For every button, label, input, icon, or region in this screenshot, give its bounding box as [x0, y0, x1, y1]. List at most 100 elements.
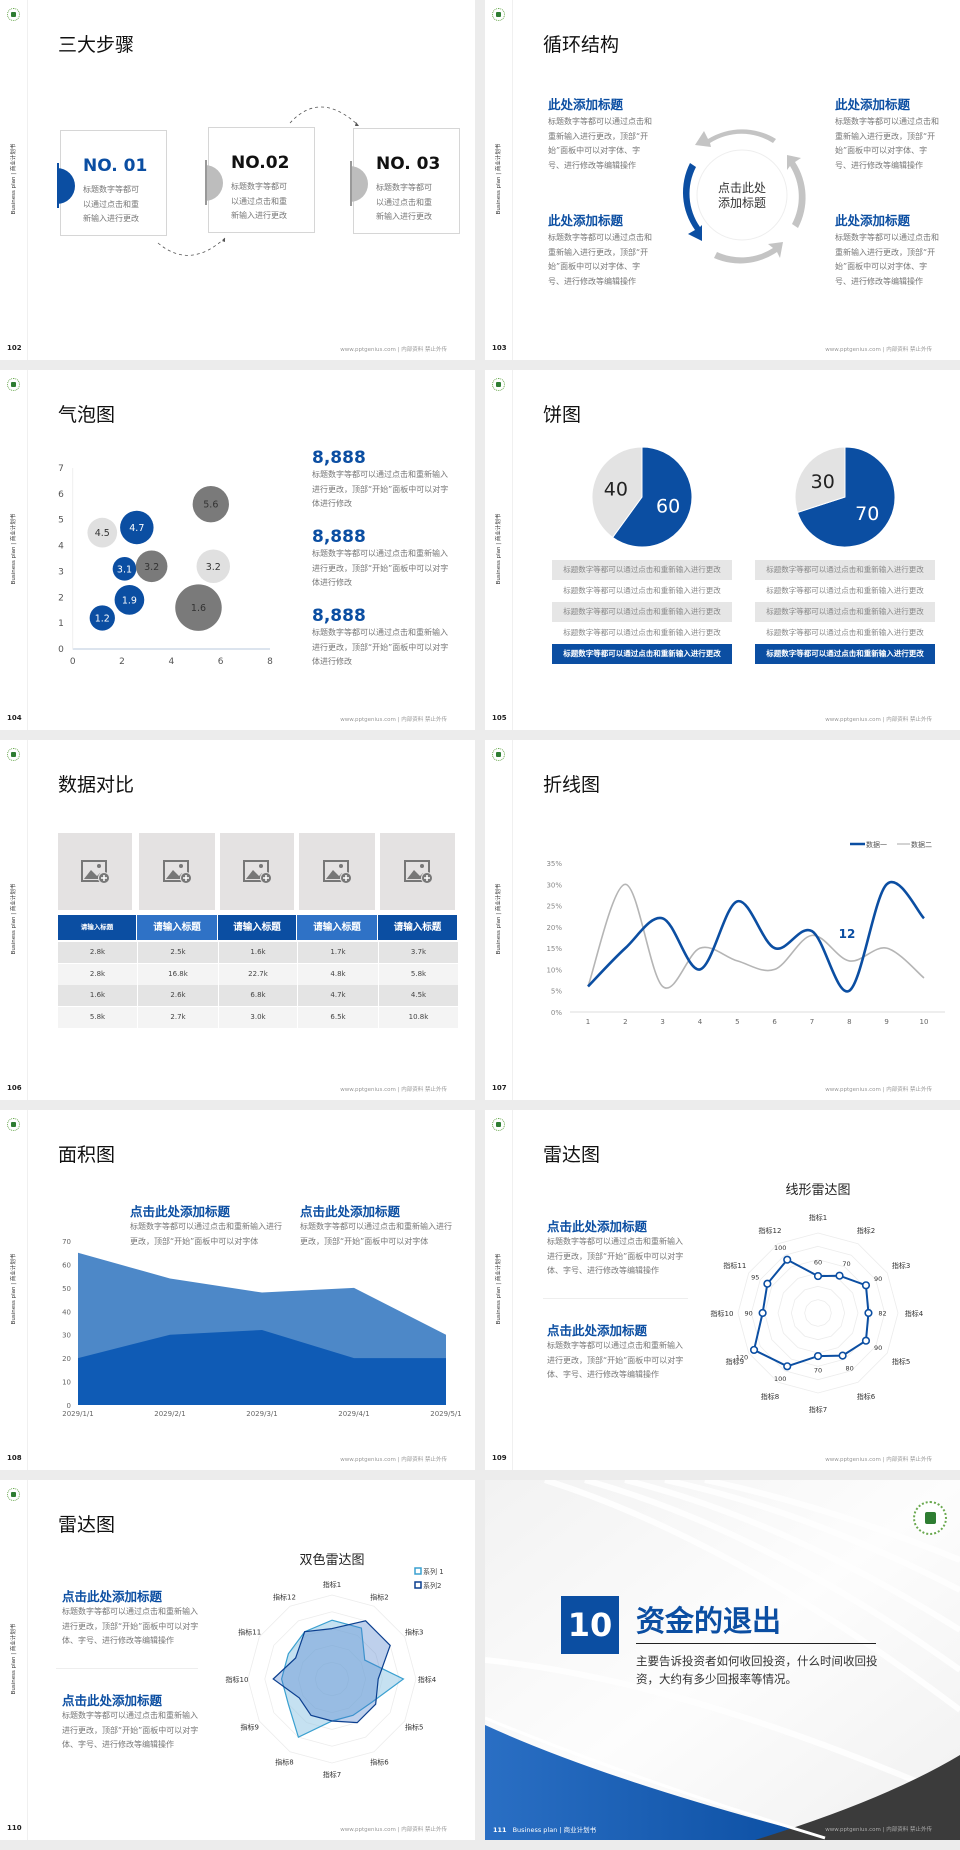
- radar-value-label: 120: [736, 1353, 748, 1361]
- table-header-cell[interactable]: 请输入标题: [218, 915, 296, 940]
- pie-label: 40: [604, 479, 628, 501]
- table-cell: 2.7k: [137, 1007, 218, 1029]
- school-logo-icon: [7, 1488, 20, 1501]
- y-tick-label: 25%: [546, 903, 562, 911]
- table-cell: 1.7k: [297, 942, 378, 963]
- block-heading: 点击此处添加标题: [547, 1323, 648, 1338]
- text-block: 此处添加标题 标题数字等都可以通过点击和重新输入进行更改，顶部“开始”面板中可以…: [835, 94, 943, 173]
- table-cell: 4.8k: [297, 963, 378, 985]
- slide-107[interactable]: 折线图 0% 5% 10% 15% 20% 25% 30% 35% 1 2 3 4 5 6 7 8 9 10 12 数…: [485, 740, 960, 1100]
- school-logo-icon: [7, 8, 20, 21]
- line-series-2: [587, 883, 925, 989]
- x-tick-label: 0: [70, 657, 76, 667]
- cycle-center-circle: [696, 149, 788, 241]
- slide-110[interactable]: 雷达图 点击此处添加标题 标题数字等都可以通过点击和重新输入进行更改，顶部“开始…: [0, 1480, 475, 1840]
- pie-table-row[interactable]: 标题数字等都可以通过点击和重新输入进行更改: [766, 586, 924, 595]
- pie-charts: 60 40 70 30: [591, 446, 896, 548]
- slide-103[interactable]: 循环结构 点击此处 添加标题 此处添加标题 标题数字等都可以通过点击和重新输入进…: [485, 0, 960, 360]
- radar-grid-ring: [247, 1594, 417, 1764]
- y-tick-label: 4: [58, 542, 64, 552]
- sidebar-divider: [512, 1110, 513, 1470]
- table-header-cell[interactable]: 请输入标题: [58, 915, 136, 940]
- image-placeholder[interactable]: [380, 833, 455, 910]
- radar-grid-ring: [737, 1232, 899, 1394]
- pie-table-row[interactable]: 标题数字等都可以通过点击和重新输入进行更改: [552, 644, 732, 664]
- legend-label: 数据一: [866, 840, 887, 849]
- radar-axis-label: 指标7: [323, 1770, 341, 1779]
- y-tick-label: 20: [62, 1355, 71, 1363]
- bubble: [114, 585, 145, 615]
- slide-105[interactable]: 饼图 60 40 70 30 Business plan | 商业计划书 105 www.…: [485, 370, 960, 730]
- area-series-2: [78, 1330, 446, 1405]
- legend-label: 系列2: [423, 1581, 441, 1590]
- x-tick-label: 8: [847, 1018, 851, 1026]
- stat-body: 标题数字等都可以通过点击和重新输入进行更改，顶部“开始”面板中可以对字体进行修改: [312, 628, 449, 666]
- x-tick-label: 7: [810, 1018, 814, 1026]
- pie-table-row[interactable]: 标题数字等都可以通过点击和重新输入进行更改: [563, 586, 721, 595]
- block-heading: 点击此处添加标题: [62, 1589, 163, 1604]
- slide-104[interactable]: 气泡图 0 2 4 6 8 0 1 2 3 4 5 6 7 1.2 1.9 3.1 3.2 4.5 4.7 5.6 3.…: [0, 370, 475, 730]
- radar-axis-label: 指标8: [275, 1757, 293, 1766]
- sidebar-divider: [512, 740, 513, 1100]
- step-card[interactable]: [60, 130, 167, 236]
- radar-point: [813, 1351, 823, 1361]
- pie-table-row[interactable]: 标题数字等都可以通过点击和重新输入进行更改: [766, 628, 924, 637]
- slide-title: 雷达图: [543, 1144, 601, 1166]
- radar-point: [763, 1279, 772, 1288]
- image-placeholder[interactable]: [220, 833, 294, 910]
- table-cell: 6.5k: [297, 1007, 378, 1029]
- pie-table-row[interactable]: 标题数字等都可以通过点击和重新输入进行更改: [755, 644, 935, 664]
- section-background: [485, 1480, 960, 1840]
- radar-axis-label: 指标8: [761, 1392, 779, 1401]
- block-body: 标题数字等都可以通过点击和重新输入进行更改，顶部“开始”面板中可以对字体、字号、…: [62, 1607, 199, 1645]
- slide-111[interactable]: 10 资金的退出 主要告诉投资者如何收回投资，什么时间收回投资，大约有多少回报率…: [485, 1480, 960, 1840]
- block-body: 标题数字等都可以通过点击和重新输入进行更改，顶部“开始”面板中可以对字体、字号、…: [547, 1341, 684, 1379]
- slide-102[interactable]: 三大步骤 Business plan | 商业计划书 102 www.pptgeni…: [0, 0, 475, 360]
- x-tick-label: 1: [586, 1018, 590, 1026]
- center-title-line[interactable]: 添加标题: [717, 196, 766, 210]
- school-logo-icon: [492, 748, 505, 761]
- side-label: Business plan | 商业计划书: [11, 883, 17, 955]
- image-placeholder[interactable]: [299, 833, 375, 910]
- radar-axis-label: 指标4: [905, 1309, 924, 1318]
- step-card[interactable]: [208, 127, 315, 233]
- table-cell: 1.6k: [218, 942, 297, 963]
- stat-block: 8,888 标题数字等都可以通过点击和重新输入进行更改，顶部“开始”面板中可以对…: [312, 448, 452, 512]
- stat-body: 标题数字等都可以通过点击和重新输入进行更改，顶部“开始”面板中可以对字体进行修改: [312, 549, 449, 587]
- side-label: Business plan | 商业计划书: [496, 513, 502, 585]
- y-tick-label: 6: [58, 490, 64, 500]
- table-header-cell[interactable]: 请输入标题: [378, 915, 457, 940]
- radar-axis-label: 指标9: [726, 1357, 744, 1366]
- image-placeholder[interactable]: [139, 833, 215, 910]
- radar-value-label: 80: [845, 1364, 853, 1372]
- center-title-line[interactable]: 点击此处: [717, 181, 766, 195]
- table-cell: 10.8k: [378, 1007, 458, 1029]
- radar-axis-label: 指标12: [759, 1226, 782, 1235]
- pie-table-row[interactable]: 标题数字等都可以通过点击和重新输入进行更改: [755, 602, 935, 622]
- pie-table-row[interactable]: 标题数字等都可以通过点击和重新输入进行更改: [552, 602, 732, 622]
- image-placeholder[interactable]: [58, 833, 132, 910]
- y-tick-label: 2: [58, 593, 64, 603]
- slide-108[interactable]: 面积图 0 10 20 30 40 50 60 70 2029/1/1 2029/2/1 2029/…: [0, 1110, 475, 1470]
- table-header-cell[interactable]: 请输入标题: [137, 915, 217, 940]
- table-cell: 3.0k: [218, 1007, 297, 1029]
- slide-106[interactable]: 数据对比 Business plan | 商业计划书 106 www.pptgeni…: [0, 740, 475, 1100]
- pie-table-row[interactable]: 标题数字等都可以通过点击和重新输入进行更改: [755, 560, 935, 580]
- y-tick-label: 70: [62, 1238, 71, 1246]
- y-tick-label: 35%: [546, 860, 562, 868]
- text-block: 此处添加标题 标题数字等都可以通过点击和重新输入进行更改，顶部“开始”面板中可以…: [548, 94, 656, 173]
- bubble: [192, 486, 229, 523]
- page-number: 106: [7, 1084, 22, 1092]
- slide-109[interactable]: 雷达图 点击此处添加标题 标题数字等都可以通过点击和重新输入进行更改，顶部“开始…: [485, 1110, 960, 1470]
- radar-axis-label: 指标11: [723, 1261, 746, 1270]
- pie-table-row[interactable]: 标题数字等都可以通过点击和重新输入进行更改: [552, 560, 732, 580]
- divider: [56, 1668, 198, 1669]
- x-tick-label: 6: [218, 657, 224, 667]
- sidebar-divider: [27, 0, 28, 360]
- stat-value: 8,888: [312, 527, 366, 547]
- radar-point: [749, 1345, 759, 1355]
- page-number: 110: [7, 1824, 22, 1832]
- pie-table-row[interactable]: 标题数字等都可以通过点击和重新输入进行更改: [563, 628, 721, 637]
- bubble: [89, 605, 115, 631]
- table-header-cell[interactable]: 请输入标题: [297, 915, 377, 940]
